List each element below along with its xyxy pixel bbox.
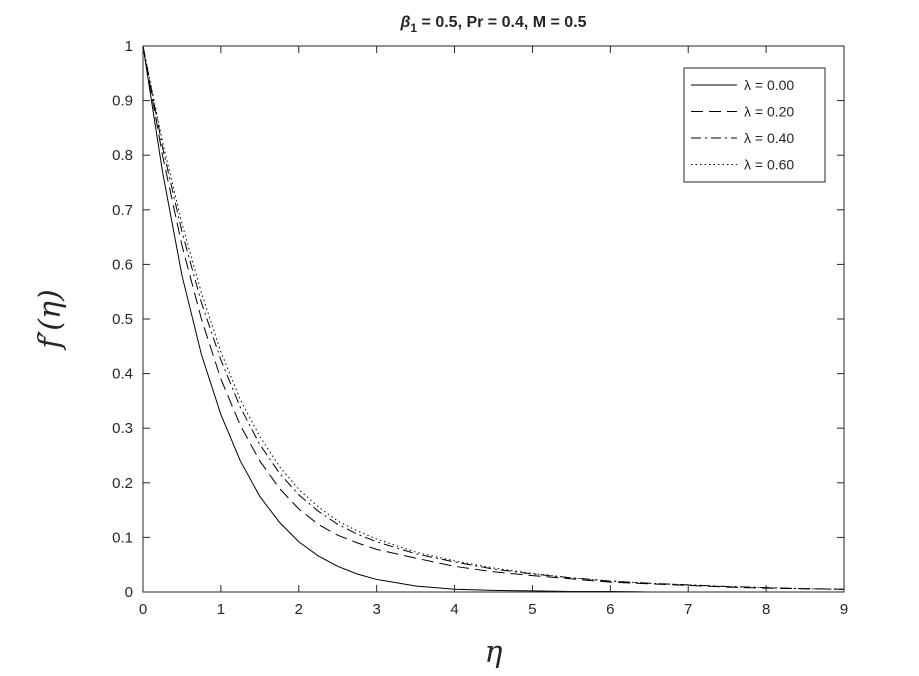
- x-tick-label: 0: [139, 601, 147, 618]
- y-tick-label: 0: [125, 584, 133, 601]
- y-tick-label: 0.8: [112, 147, 133, 164]
- x-tick-label: 7: [684, 601, 692, 618]
- series-line-1: [142, 45, 845, 590]
- legend-label-1: λ = 0.20: [744, 104, 794, 120]
- x-axis-label: η: [485, 635, 503, 670]
- chart-title: β1 = 0.5, Pr = 0.4, M = 0.5: [399, 14, 586, 35]
- y-axis-label: f′(η): [33, 289, 68, 350]
- title-beta-symbol: β: [399, 14, 410, 31]
- x-tick-label: 6: [606, 601, 614, 618]
- legend-box: [683, 67, 826, 183]
- legend: λ = 0.00 λ = 0.20 λ = 0.40 λ = 0.60: [683, 67, 826, 183]
- x-tick-label: 2: [295, 601, 303, 618]
- title-parameters: = 0.5, Pr = 0.4, M = 0.5: [417, 14, 587, 31]
- x-tick-label: 8: [762, 601, 770, 618]
- x-tick-label: 3: [372, 601, 380, 618]
- y-tick-label: 0.3: [112, 420, 133, 437]
- x-tick-label: 4: [450, 601, 458, 618]
- y-tick-label: 0.4: [112, 366, 133, 383]
- axes-layer: [142, 45, 845, 593]
- legend-label-3: λ = 0.60: [744, 157, 794, 173]
- legend-label-0: λ = 0.00: [744, 77, 794, 93]
- y-tick-label: 1: [125, 38, 133, 55]
- x-tick-label: 5: [528, 601, 536, 618]
- y-tick-label: 0.7: [112, 202, 133, 219]
- title-beta-subscript: 1: [410, 21, 417, 35]
- labels-layer: 0 1 2 3 4 5 6 7 8 900.10.20.30.40.50.60.70.80.91β…: [33, 14, 848, 670]
- y-tick-label: 0.1: [112, 529, 133, 546]
- y-tick-label: 0.2: [112, 475, 133, 492]
- y-tick-label: 0.5: [112, 311, 133, 328]
- series-line-3: [142, 45, 845, 590]
- x-tick-label: 1: [217, 601, 225, 618]
- series-line-2: [142, 45, 845, 590]
- y-tick-label: 0.6: [112, 256, 133, 273]
- x-tick-label: 9: [840, 601, 848, 618]
- y-tick-label: 0.9: [112, 93, 133, 110]
- legend-label-2: λ = 0.40: [744, 130, 794, 146]
